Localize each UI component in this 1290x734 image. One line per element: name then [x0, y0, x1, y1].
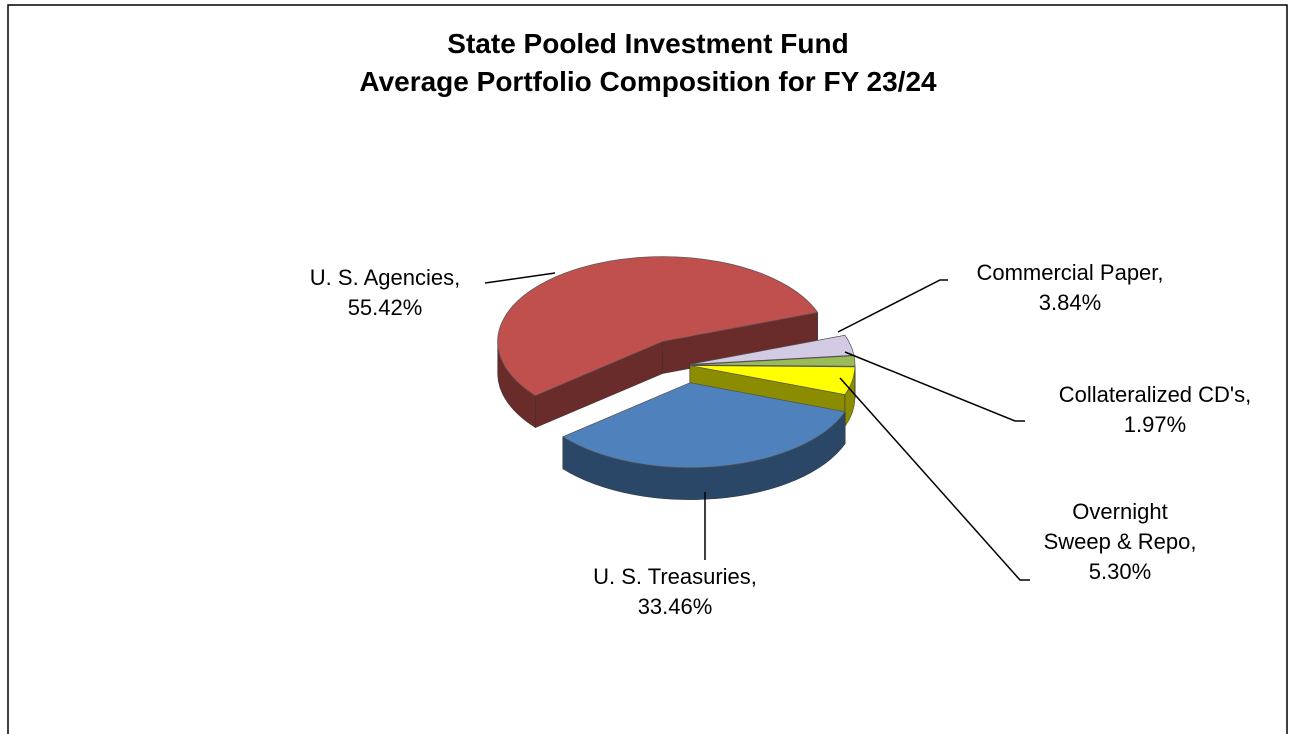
- leader-line: [837, 279, 948, 333]
- category-label: Overnight Sweep & Repo,: [1043, 499, 1197, 554]
- category-label: Commercial Paper,: [976, 260, 1164, 285]
- value-label: 55.42%: [347, 295, 423, 320]
- leader-line: [844, 351, 1025, 422]
- category-label: U. S. Agencies,: [309, 265, 461, 290]
- data-label: U. S. Agencies, 55.42%: [275, 263, 495, 323]
- chart-border: [7, 4, 1288, 734]
- value-label: 1.97%: [1123, 412, 1187, 437]
- slice: [497, 256, 819, 397]
- slice: [497, 256, 819, 429]
- slice: [562, 382, 846, 500]
- data-label: Collateralized CD's, 1.97%: [1025, 380, 1285, 440]
- data-label: Commercial Paper, 3.84%: [940, 258, 1200, 318]
- chart-title: State Pooled Investment Fund: [447, 28, 849, 59]
- chart-subtitle: Average Portfolio Composition for FY 23/…: [359, 66, 937, 97]
- leader-line: [484, 272, 556, 284]
- value-label: 3.84%: [1038, 290, 1102, 315]
- value-label: 33.46%: [637, 594, 713, 619]
- category-label: U. S. Treasuries,: [593, 564, 757, 589]
- slice: [689, 365, 856, 396]
- data-label: Overnight Sweep & Repo, 5.30%: [1040, 497, 1200, 587]
- value-label: 5.30%: [1088, 559, 1152, 584]
- category-label: Collateralized CD's,: [1058, 382, 1252, 407]
- slice: [562, 382, 846, 469]
- data-label: U. S. Treasuries, 33.46%: [545, 562, 805, 622]
- leader-line: [839, 377, 1030, 581]
